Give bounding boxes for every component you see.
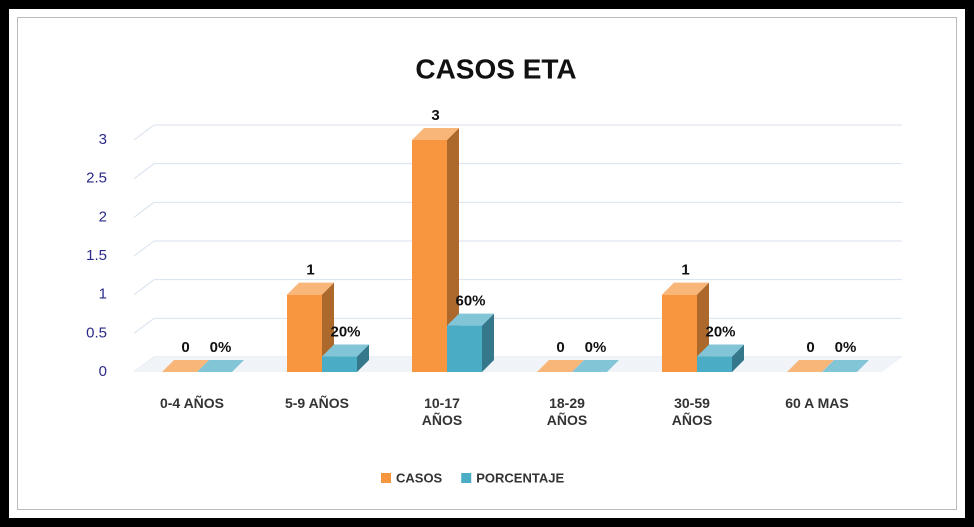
bar bbox=[447, 325, 482, 372]
data-label: 0 bbox=[806, 339, 814, 356]
y-tick-label: 0 bbox=[99, 363, 107, 380]
legend-label: PORCENTAJE bbox=[476, 470, 564, 485]
x-tick-label: 30-59 AÑOS bbox=[671, 395, 713, 428]
bar-top bbox=[287, 282, 334, 295]
y-tick-label: 1.5 bbox=[86, 247, 107, 264]
bar-side bbox=[732, 344, 744, 372]
bar-top bbox=[322, 344, 369, 357]
bar-side bbox=[482, 313, 494, 372]
y-tick-label: 1 bbox=[99, 286, 107, 303]
bar-top bbox=[162, 360, 209, 372]
grid-line bbox=[133, 124, 155, 141]
floor bbox=[134, 357, 902, 372]
grid-line bbox=[133, 201, 155, 218]
bar-side bbox=[447, 128, 459, 372]
data-label: 1 bbox=[681, 262, 689, 279]
bar-top bbox=[662, 282, 709, 295]
data-label: 0% bbox=[835, 339, 857, 356]
x-tick-label: 10-17 AÑOS bbox=[421, 395, 463, 428]
y-tick-label: 0.5 bbox=[86, 324, 107, 341]
bar bbox=[322, 356, 357, 372]
data-label: 60% bbox=[455, 293, 485, 310]
legend-swatch bbox=[381, 473, 391, 483]
bar bbox=[412, 140, 447, 372]
bar-top bbox=[412, 128, 459, 140]
data-label: 0 bbox=[181, 339, 189, 356]
chart-title: CASOS ETA bbox=[415, 53, 576, 84]
bar bbox=[697, 356, 732, 372]
bar-top bbox=[822, 360, 869, 372]
bar-top bbox=[447, 313, 494, 326]
chart-area bbox=[17, 17, 957, 510]
x-tick-label: 0-4 AÑOS bbox=[159, 395, 225, 411]
data-label: 0 bbox=[556, 339, 564, 356]
bar-top bbox=[197, 360, 244, 372]
data-label: 0% bbox=[585, 339, 607, 356]
y-tick-label: 3 bbox=[99, 131, 107, 148]
x-tick-label: 5-9 AÑOS bbox=[284, 395, 350, 411]
legend-label: CASOS bbox=[396, 470, 443, 485]
grid-line bbox=[133, 240, 155, 257]
x-tick-label: 18-29 AÑOS bbox=[546, 395, 588, 428]
grid-line bbox=[133, 163, 155, 180]
grid-line bbox=[133, 279, 155, 296]
bar-top bbox=[537, 360, 584, 372]
grid-line bbox=[133, 317, 155, 334]
bar-top bbox=[697, 344, 744, 357]
x-tick-label: 60 A MAS bbox=[785, 395, 849, 411]
bar bbox=[662, 294, 697, 372]
bar bbox=[287, 294, 322, 372]
data-label: 1 bbox=[306, 262, 314, 279]
chart: CASOS ETA 0 0.5 1 1.5 2 2.5 3 0 0% 1 20% 3 60% 0 0% 1 20… bbox=[86, 53, 902, 485]
data-label: 20% bbox=[705, 324, 735, 341]
bar-side bbox=[357, 344, 369, 372]
y-tick-label: 2 bbox=[99, 208, 107, 225]
bar-top bbox=[572, 360, 619, 372]
bar-top bbox=[787, 360, 834, 372]
data-label: 3 bbox=[431, 107, 439, 124]
data-label: 0% bbox=[210, 339, 232, 356]
y-tick-label: 2.5 bbox=[86, 170, 107, 187]
legend-swatch bbox=[461, 473, 472, 483]
data-label: 20% bbox=[330, 324, 360, 341]
